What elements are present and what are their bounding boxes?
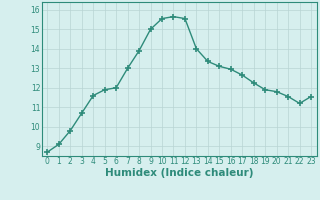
X-axis label: Humidex (Indice chaleur): Humidex (Indice chaleur) [105,168,253,178]
